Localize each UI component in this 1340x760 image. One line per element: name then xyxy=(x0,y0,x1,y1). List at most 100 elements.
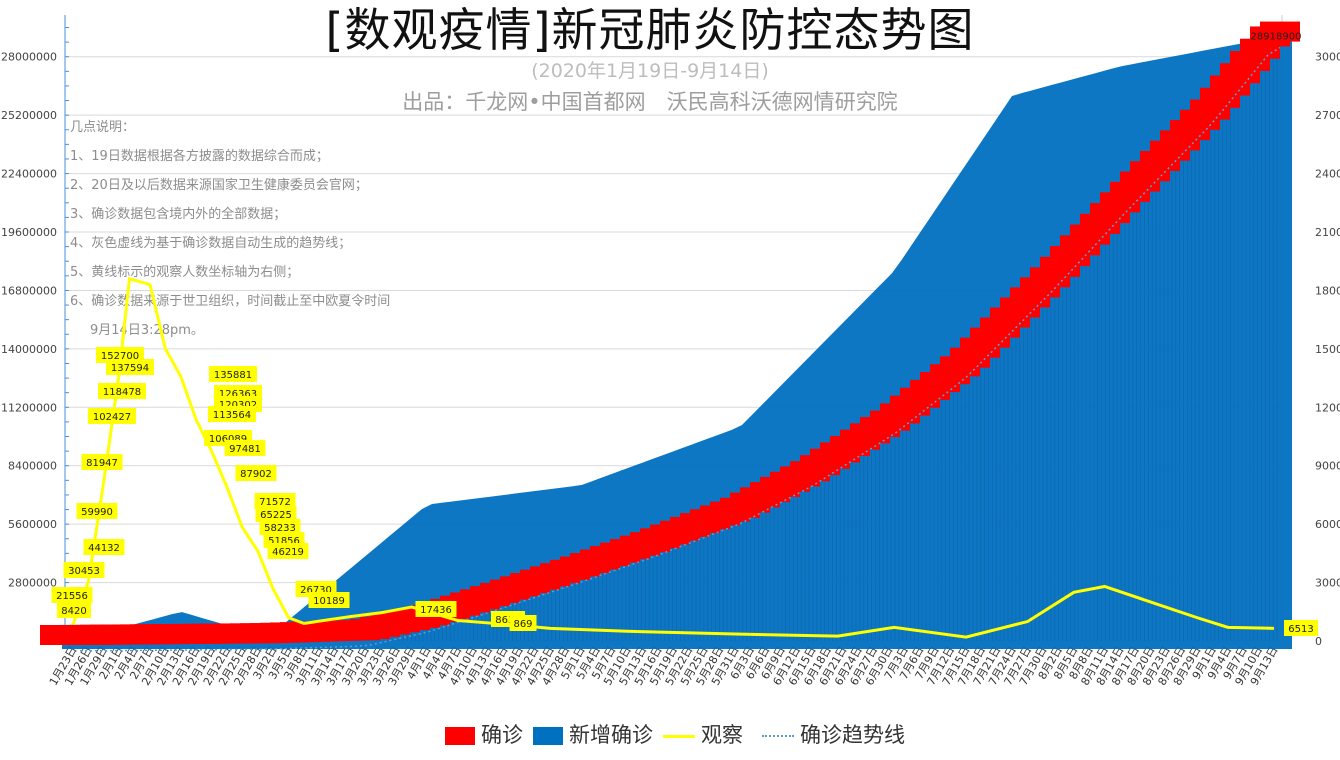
observed-label: 17436 xyxy=(420,605,452,616)
legend-item-new-confirmed: 新增确诊 xyxy=(533,720,653,750)
confirmed-marker xyxy=(1260,21,1300,42)
y-left-tick-label: 19600000 xyxy=(1,226,57,239)
legend-swatch xyxy=(663,734,695,738)
observed-label-box xyxy=(255,506,297,522)
observed-label: 46219 xyxy=(272,547,304,558)
observed-label-box xyxy=(76,503,118,519)
observed-label-box xyxy=(51,587,93,603)
observed-label-box xyxy=(235,465,277,481)
observed-label: 59990 xyxy=(81,507,113,518)
note-line: 3、确诊数据包含境内外的全部数据； xyxy=(70,207,287,222)
observed-label: 6513 xyxy=(1288,624,1313,635)
chart-title: [数观疫情]新冠肺炎防控态势图 xyxy=(325,3,975,57)
observed-label-box xyxy=(96,347,144,363)
y-right-tick-label: 0 xyxy=(1315,635,1322,648)
observed-label: 71572 xyxy=(259,497,291,508)
observed-line xyxy=(71,276,1275,639)
observed-label-box xyxy=(83,539,125,555)
y-right-tick-label: 30000 xyxy=(1315,577,1340,590)
observed-label-box xyxy=(224,440,266,456)
observed-label: 120302 xyxy=(219,400,257,411)
observed-label-box xyxy=(415,601,457,617)
y-right-tick-label: 240000 xyxy=(1315,168,1340,181)
legend: 确诊 新增确诊 观察 确诊趋势线 xyxy=(0,718,1340,752)
observed-label-box xyxy=(267,543,309,559)
legend-label: 观察 xyxy=(701,723,743,747)
y-left-tick-label: 22400000 xyxy=(1,168,57,181)
legend-label: 确诊 xyxy=(481,723,523,747)
note-line: 9月14日3:28pm。 xyxy=(90,323,204,338)
observed-label: 126363 xyxy=(219,389,257,400)
y-left-tick-label: 16800000 xyxy=(1,284,57,297)
observed-label-box xyxy=(88,408,136,424)
observed-label: 135881 xyxy=(214,370,252,381)
observed-label: 869 xyxy=(513,619,532,630)
y-right-tick-label: 120000 xyxy=(1315,401,1340,414)
observed-label-box xyxy=(308,592,350,608)
note-line: 5、黄线标示的观察人数坐标轴为右侧； xyxy=(70,265,300,280)
observed-label-box xyxy=(259,519,301,535)
observed-label-box xyxy=(98,383,146,399)
legend-swatch xyxy=(445,727,475,745)
observed-label: 106089 xyxy=(209,434,247,445)
legend-label: 新增确诊 xyxy=(569,723,653,747)
observed-label: 118478 xyxy=(103,387,141,398)
y-left-tick-label: 25200000 xyxy=(1,109,57,122)
observed-label: 8420 xyxy=(61,606,86,617)
observed-label: 26730 xyxy=(300,585,332,596)
note-line: 6、确诊数据来源于世卫组织，时间截止至中欧夏令时间 xyxy=(70,294,391,309)
observed-label: 152700 xyxy=(101,351,139,362)
legend-label: 确诊趋势线 xyxy=(800,723,905,747)
observed-label-box xyxy=(208,406,256,422)
y-right-tick-label: 60000 xyxy=(1315,518,1340,531)
note-line: 4、灰色虚线为基于确诊数据自动生成的趋势线； xyxy=(70,236,352,251)
observed-label: 65225 xyxy=(260,510,292,521)
y-left-tick-label: 14000000 xyxy=(1,343,57,356)
chart-subtitle: (2020年1月19日-9月14日) xyxy=(531,60,769,82)
y-left-tick-label: 11200000 xyxy=(1,401,57,414)
y-right-tick-label: 180000 xyxy=(1315,284,1340,297)
observed-label-box xyxy=(81,454,123,470)
new-confirmed-band xyxy=(62,37,1292,649)
observed-label-box xyxy=(254,493,296,509)
observed-label: 8632 xyxy=(495,615,520,626)
y-left-tick-label: 2800000 xyxy=(8,577,57,590)
y-right-tick-label: 270000 xyxy=(1315,109,1340,122)
observed-label: 137594 xyxy=(111,363,149,374)
y-left-tick-label: 8400000 xyxy=(8,460,57,473)
y-left-tick-label: 28000000 xyxy=(1,51,57,64)
observed-label-box xyxy=(209,366,257,382)
observed-label-box xyxy=(63,562,105,578)
observed-label: 113564 xyxy=(213,410,251,421)
y-left-tick-label: 5600000 xyxy=(8,518,57,531)
legend-item-confirmed: 确诊 xyxy=(445,720,523,750)
y-right-tick-label: 90000 xyxy=(1315,460,1340,473)
note-line: 1、19日数据根据各方披露的数据综合而成； xyxy=(70,149,329,164)
note-line: 几点说明： xyxy=(70,120,136,135)
observed-label: 10189 xyxy=(313,596,345,607)
trendline xyxy=(79,46,1281,652)
observed-label-box xyxy=(57,602,91,618)
observed-label: 87902 xyxy=(240,469,272,480)
observed-label: 58233 xyxy=(264,523,296,534)
observed-label: 51856 xyxy=(268,536,300,547)
y-right-tick-label: 210000 xyxy=(1315,226,1340,239)
legend-item-trendline: 确诊趋势线 xyxy=(762,720,905,750)
legend-item-observed: 观察 xyxy=(663,720,743,750)
notes-panel: 几点说明： 1、19日数据根据各方披露的数据综合而成； 2、20日及以后数据来源… xyxy=(70,116,390,348)
observed-label: 97481 xyxy=(229,444,261,455)
y-right-tick-label: 300000 xyxy=(1315,51,1340,64)
y-right-tick-label: 150000 xyxy=(1315,343,1340,356)
observed-label: 21556 xyxy=(56,591,88,602)
chart-source: 出品：千龙网•中国首都网 沃民高科沃德网情研究院 xyxy=(402,90,898,114)
confirmed-last-label: 28918900 xyxy=(1251,32,1302,43)
observed-label-box xyxy=(509,615,537,631)
observed-label: 30453 xyxy=(68,566,100,577)
legend-swatch xyxy=(533,727,563,745)
observed-label: 81947 xyxy=(86,458,118,469)
legend-swatch xyxy=(762,735,794,737)
observed-label: 44132 xyxy=(88,543,120,554)
observed-label-box xyxy=(1284,620,1318,636)
observed-label: 102427 xyxy=(93,412,131,423)
